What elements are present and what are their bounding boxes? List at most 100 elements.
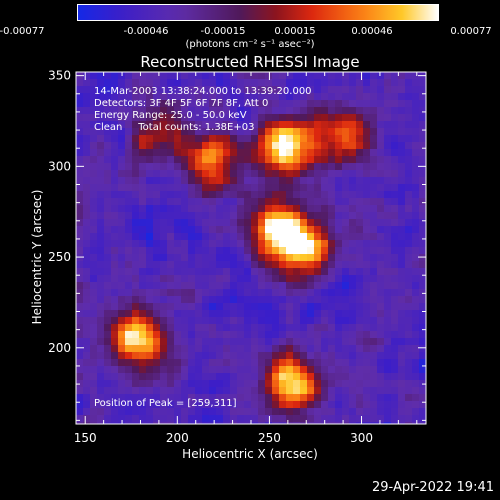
heatmap-cell [223,310,230,317]
heatmap-cell [272,219,279,226]
heatmap-cell [307,233,314,240]
heatmap-cell [202,275,209,282]
heatmap-cell [174,394,181,401]
heatmap-cell [251,380,258,387]
heatmap-cell [300,128,307,135]
heatmap-cell [279,177,286,184]
heatmap-cell [146,170,153,177]
heatmap-cell [188,310,195,317]
heatmap-cell [342,401,349,408]
heatmap-cell [244,303,251,310]
heatmap-cell [153,156,160,163]
heatmap-cell [104,79,111,86]
heatmap-cell [181,107,188,114]
heatmap-cell [286,261,293,268]
heatmap-cell [230,163,237,170]
heatmap-cell [244,254,251,261]
heatmap-cell [307,380,314,387]
heatmap-cell [300,177,307,184]
heatmap-cell [195,303,202,310]
heatmap-cell [307,261,314,268]
heatmap-cell [279,149,286,156]
heatmap-cell [237,212,244,219]
heatmap-cell [97,289,104,296]
heatmap-cell [356,373,363,380]
heatmap-cell [146,240,153,247]
heatmap-cell [153,240,160,247]
heatmap-cell [209,177,216,184]
heatmap-cell [146,163,153,170]
heatmap-cell [349,219,356,226]
heatmap-cell [188,233,195,240]
heatmap-cell [97,296,104,303]
heatmap-cell [391,415,398,422]
heatmap-cell [342,142,349,149]
heatmap-cell [181,72,188,79]
heatmap-cell [398,289,405,296]
heatmap-cell [391,149,398,156]
heatmap-cell [76,422,83,424]
heatmap-cell [265,114,272,121]
heatmap-cell [321,317,328,324]
heatmap-cell [209,107,216,114]
heatmap-cell [356,310,363,317]
heatmap-cell [279,212,286,219]
heatmap-cell [181,233,188,240]
heatmap-cell [419,303,426,310]
heatmap-cell [153,79,160,86]
heatmap-cell [279,373,286,380]
heatmap-cell [328,296,335,303]
heatmap-cell [405,170,412,177]
colorbar-tick-label: -0.00077 [0,26,45,37]
heatmap-cell [307,198,314,205]
heatmap-cell [384,401,391,408]
heatmap-cell [118,135,125,142]
heatmap-cell [307,86,314,93]
heatmap-cell [335,324,342,331]
heatmap-cell [223,408,230,415]
heatmap-cell [132,114,139,121]
heatmap-cell [335,317,342,324]
heatmap-cell [132,317,139,324]
heatmap-cell [335,373,342,380]
heatmap-cell [286,401,293,408]
heatmap-cell [83,86,90,93]
heatmap-cell [328,415,335,422]
heatmap-cell [307,247,314,254]
heatmap-cell [279,135,286,142]
heatmap-cell [349,107,356,114]
heatmap-cell [258,93,265,100]
heatmap-cell [321,128,328,135]
heatmap-cell [223,366,230,373]
heatmap-cell [321,93,328,100]
heatmap-cell [419,324,426,331]
heatmap-cell [286,240,293,247]
heatmap-cell [237,380,244,387]
heatmap-cell [377,219,384,226]
heatmap-cell [90,212,97,219]
heatmap-cell [391,317,398,324]
heatmap-cell [153,86,160,93]
heatmap-cell [104,359,111,366]
heatmap-cell [83,170,90,177]
heatmap-cell [83,205,90,212]
heatmap-cell [398,142,405,149]
heatmap-cell [279,352,286,359]
heatmap-cell [237,387,244,394]
heatmap-cell [391,338,398,345]
heatmap-cell [216,338,223,345]
heatmap-cell [265,268,272,275]
heatmap-cell [132,289,139,296]
y-axis-label: Heliocentric Y (arcsec) [30,189,44,325]
heatmap-cell [412,352,419,359]
heatmap-cell [188,177,195,184]
heatmap-cell [111,233,118,240]
heatmap-cell [335,408,342,415]
heatmap-cell [209,163,216,170]
heatmap-cell [398,170,405,177]
heatmap-cell [251,149,258,156]
heatmap-cell [419,387,426,394]
heatmap-cell [328,317,335,324]
heatmap-cell [230,142,237,149]
heatmap-cell [153,338,160,345]
